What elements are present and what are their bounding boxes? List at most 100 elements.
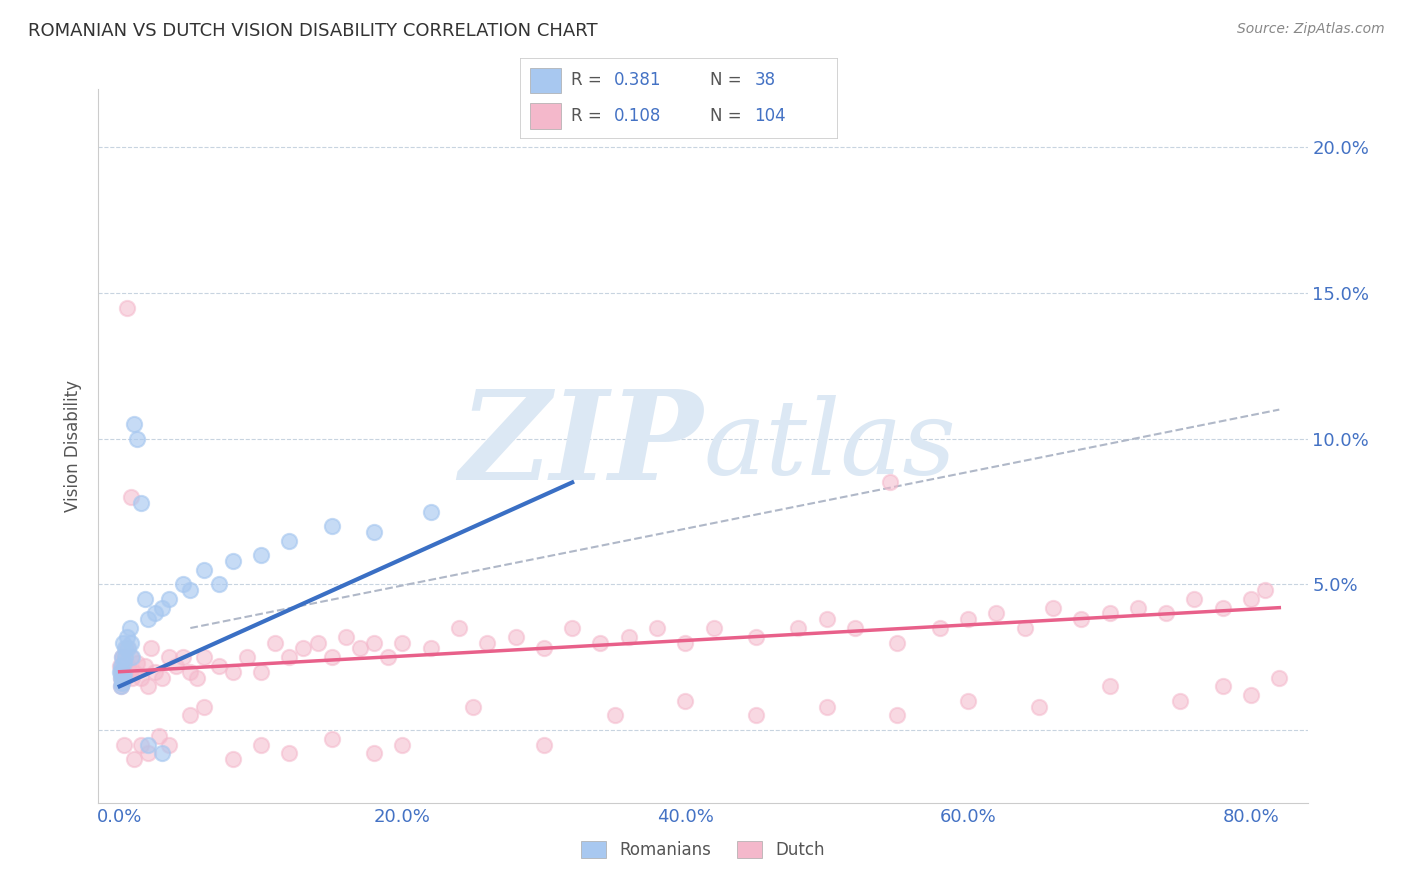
- Point: [134, 591, 156, 606]
- Point: [139, 641, 162, 656]
- Point: [1240, 591, 1263, 606]
- Point: [321, 731, 343, 746]
- Point: [957, 694, 980, 708]
- Point: [236, 650, 259, 665]
- Point: [114, 650, 136, 665]
- Point: [157, 650, 180, 665]
- Point: [121, 671, 143, 685]
- Point: [1254, 583, 1277, 598]
- Point: [391, 635, 413, 649]
- Point: [533, 738, 555, 752]
- Point: [129, 496, 152, 510]
- Point: [118, 665, 141, 679]
- Point: [1126, 600, 1149, 615]
- Point: [129, 738, 152, 752]
- Point: [112, 656, 135, 670]
- Point: [505, 630, 527, 644]
- Point: [207, 577, 229, 591]
- Point: [363, 746, 385, 760]
- Point: [111, 671, 134, 685]
- Point: [335, 630, 357, 644]
- Point: [150, 600, 173, 615]
- Point: [278, 650, 301, 665]
- Point: [307, 635, 329, 649]
- Text: R =: R =: [571, 71, 607, 89]
- Legend: Romanians, Dutch: Romanians, Dutch: [575, 834, 831, 866]
- Point: [110, 671, 132, 685]
- Point: [111, 650, 134, 665]
- Point: [278, 746, 301, 760]
- Point: [112, 667, 135, 681]
- Point: [193, 563, 215, 577]
- Point: [363, 524, 385, 539]
- Point: [1098, 679, 1121, 693]
- Point: [617, 630, 640, 644]
- Text: N =: N =: [710, 71, 747, 89]
- Point: [222, 554, 245, 568]
- Point: [110, 679, 132, 693]
- Point: [115, 641, 138, 656]
- Point: [115, 630, 138, 644]
- Point: [292, 641, 315, 656]
- Point: [117, 641, 139, 656]
- Point: [928, 621, 950, 635]
- Point: [1014, 621, 1036, 635]
- Point: [112, 667, 135, 681]
- Point: [111, 659, 134, 673]
- Text: 0.381: 0.381: [613, 71, 661, 89]
- Point: [886, 635, 908, 649]
- Point: [125, 656, 148, 670]
- Point: [673, 635, 696, 649]
- Point: [463, 699, 485, 714]
- Point: [673, 694, 696, 708]
- Point: [1240, 688, 1263, 702]
- Point: [377, 650, 399, 665]
- Point: [1212, 600, 1234, 615]
- Point: [533, 641, 555, 656]
- Point: [136, 612, 159, 626]
- Point: [477, 635, 499, 649]
- Point: [1154, 607, 1177, 621]
- Text: ZIP: ZIP: [460, 385, 703, 507]
- Point: [143, 665, 166, 679]
- Point: [1168, 694, 1191, 708]
- Point: [110, 671, 132, 685]
- Point: [1028, 699, 1050, 714]
- Point: [150, 746, 173, 760]
- Point: [222, 665, 245, 679]
- Point: [112, 650, 135, 665]
- Point: [117, 659, 139, 673]
- Point: [110, 665, 132, 679]
- Point: [419, 504, 441, 518]
- Point: [110, 659, 132, 673]
- Point: [136, 679, 159, 693]
- Text: 0.108: 0.108: [613, 107, 661, 125]
- Point: [110, 679, 132, 693]
- Point: [278, 533, 301, 548]
- Point: [120, 490, 142, 504]
- Point: [603, 708, 626, 723]
- Point: [844, 621, 866, 635]
- Point: [321, 519, 343, 533]
- Point: [111, 676, 134, 690]
- Point: [1268, 671, 1291, 685]
- Point: [1070, 612, 1092, 626]
- Point: [207, 659, 229, 673]
- Point: [957, 612, 980, 626]
- Point: [172, 650, 194, 665]
- Point: [112, 635, 135, 649]
- Point: [157, 591, 180, 606]
- Text: 104: 104: [754, 107, 786, 125]
- Point: [118, 621, 141, 635]
- Point: [114, 665, 136, 679]
- Text: Source: ZipAtlas.com: Source: ZipAtlas.com: [1237, 22, 1385, 37]
- Text: atlas: atlas: [703, 395, 956, 497]
- Point: [121, 650, 143, 665]
- Point: [111, 650, 134, 665]
- Point: [110, 665, 132, 679]
- Point: [1184, 591, 1206, 606]
- Point: [114, 671, 136, 685]
- Point: [1042, 600, 1064, 615]
- Point: [787, 621, 810, 635]
- Point: [179, 583, 201, 598]
